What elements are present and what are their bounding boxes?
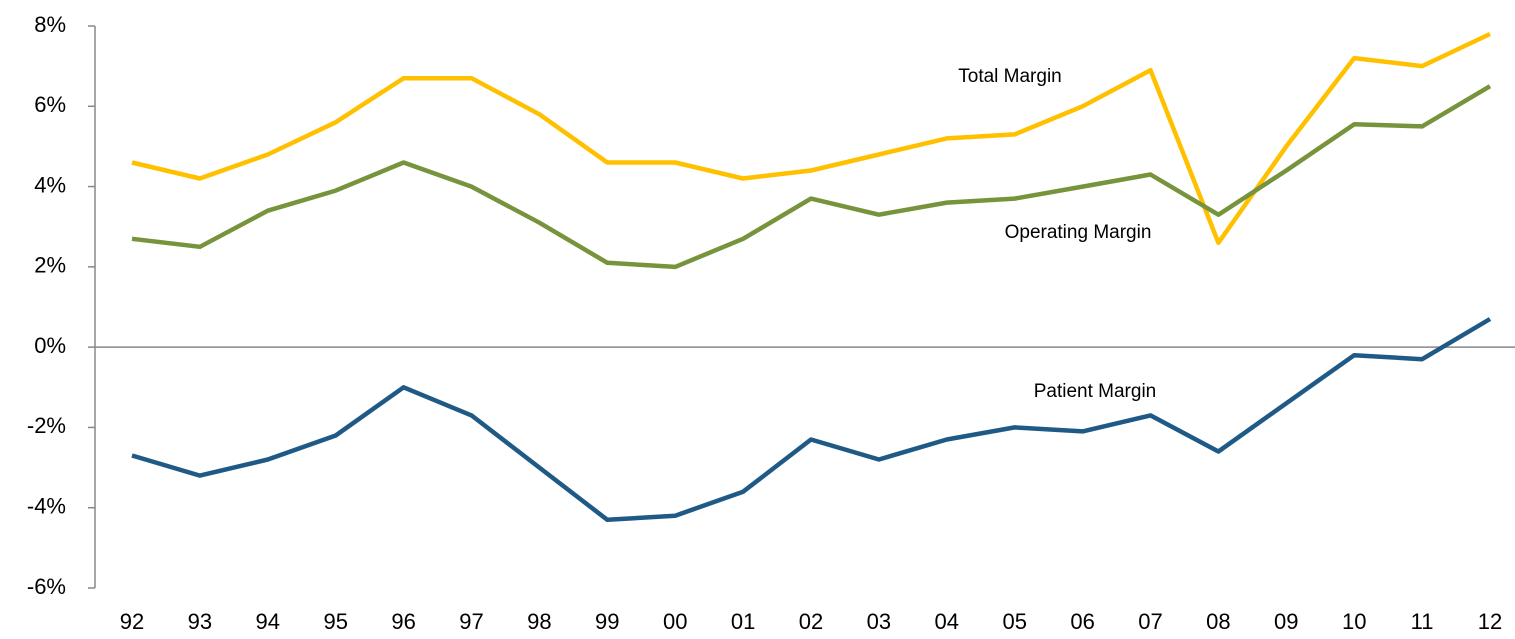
x-tick-label: 96 [391,609,415,634]
x-tick-label: 04 [935,609,959,634]
x-tick-label: 11 [1411,609,1434,634]
y-tick-label: 8% [34,12,66,37]
y-tick-label: 2% [34,253,66,278]
series-line [131,84,1492,270]
x-tick-label: 02 [799,609,823,634]
x-tick-label: 03 [867,609,891,634]
x-tick-label: 00 [663,609,687,634]
x-tick-label: 07 [1138,609,1162,634]
x-tick-label: 94 [256,609,280,634]
y-tick-label: 4% [34,172,66,197]
series-label: Operating Margin [1005,222,1152,243]
x-tick-label: 06 [1070,609,1094,634]
x-tick-label: 98 [527,609,551,634]
y-tick-label: -2% [27,413,66,438]
series-label: Total Margin [958,66,1062,87]
y-tick-label: -6% [27,574,66,599]
x-tick-label: 93 [188,609,212,634]
series-line [131,317,1492,523]
y-tick-label: 6% [34,92,66,117]
x-tick-label: 09 [1274,609,1298,634]
x-tick-label: 05 [1002,609,1026,634]
x-tick-label: 95 [323,609,347,634]
x-tick-label: 01 [731,609,755,634]
y-tick-label: -4% [27,494,66,519]
x-tick-label: 92 [120,609,144,634]
y-tick-label: 0% [34,333,66,358]
series-label: Patient Margin [1034,381,1157,402]
x-tick-label: 10 [1342,609,1366,634]
x-tick-label: 97 [459,609,483,634]
x-tick-label: 99 [595,609,619,634]
x-tick-label: 12 [1478,609,1502,634]
series-line [131,31,1491,246]
x-tick-label: 08 [1206,609,1230,634]
